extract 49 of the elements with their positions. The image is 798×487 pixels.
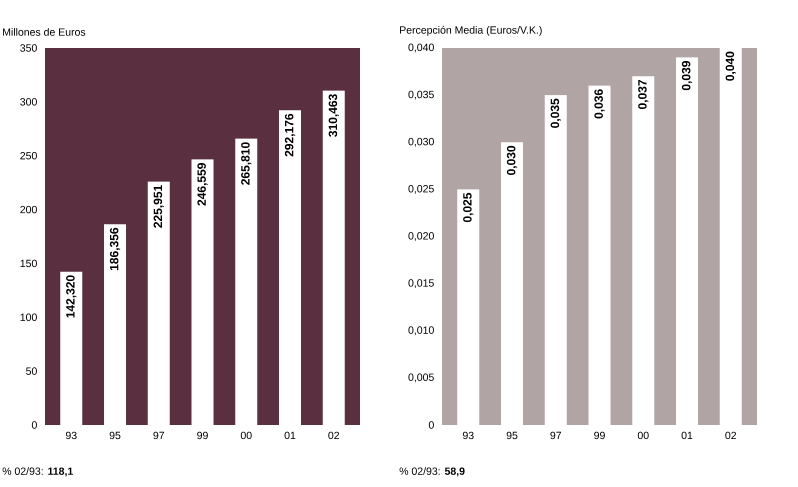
x-tick-label: 99: [197, 432, 208, 440]
y-tick-label: 300: [20, 98, 37, 106]
y-tick-label: 0,010: [408, 326, 434, 336]
y-tick-label: 0: [32, 421, 37, 429]
y-tick-label: 50: [26, 367, 37, 375]
y-tick-label: 0,015: [408, 279, 434, 288]
data-label: 0,036: [594, 89, 605, 118]
y-tick-label: 150: [20, 260, 37, 268]
data-label: 186,356: [110, 228, 120, 270]
y-tick-label: 0,005: [408, 374, 434, 382]
y-tick-label: 0,030: [408, 138, 434, 147]
y-tick-label: 0,035: [408, 90, 434, 100]
x-tick-label: 02: [725, 432, 736, 440]
y-tick-label: 0,025: [408, 185, 434, 194]
data-label: 0,030: [506, 146, 518, 175]
y-tick-label: 250: [20, 152, 37, 160]
x-tick-label: 95: [506, 432, 518, 440]
y-tick-label: 350: [20, 44, 37, 52]
y-tick-label: 0,040: [408, 44, 434, 52]
y-tick-label: 200: [20, 206, 37, 214]
x-tick-label: 93: [462, 432, 474, 440]
data-label: 246,559: [197, 163, 208, 206]
x-tick-label: 00: [638, 432, 649, 440]
text: % 02/93: 118,1: [2, 467, 73, 476]
x-tick-label: 97: [550, 432, 562, 440]
x-tick-label: 00: [240, 432, 252, 440]
data-label: 265,810: [241, 142, 252, 185]
y-tick-label: 100: [20, 314, 37, 321]
data-label: 292,176: [284, 114, 296, 156]
data-label: 225,951: [154, 185, 164, 228]
y-tick-label: 0,020: [408, 232, 434, 241]
data-label: 142,320: [66, 275, 76, 318]
y-axis-title: Millones de Euros: [3, 28, 86, 36]
data-label: 0,037: [638, 80, 648, 110]
y-axis-title: Percepción Media (Euros/V.K.): [400, 26, 542, 36]
data-label: 0,025: [463, 192, 474, 222]
x-tick-label: 93: [66, 432, 77, 440]
x-tick-label: 02: [328, 432, 340, 440]
x-tick-label: 01: [284, 432, 296, 440]
x-tick-label: 97: [153, 432, 164, 440]
y-tick-label: 0: [428, 421, 434, 429]
x-tick-label: 99: [594, 432, 605, 440]
x-tick-label: 01: [682, 432, 692, 440]
x-tick-label: 95: [110, 432, 120, 440]
data-label: 0,039: [682, 61, 692, 90]
data-label: 0,040: [726, 52, 736, 81]
data-label: 310,463: [328, 94, 339, 137]
text: % 02/93: 58,9: [400, 467, 465, 476]
data-label: 0,035: [550, 98, 561, 128]
